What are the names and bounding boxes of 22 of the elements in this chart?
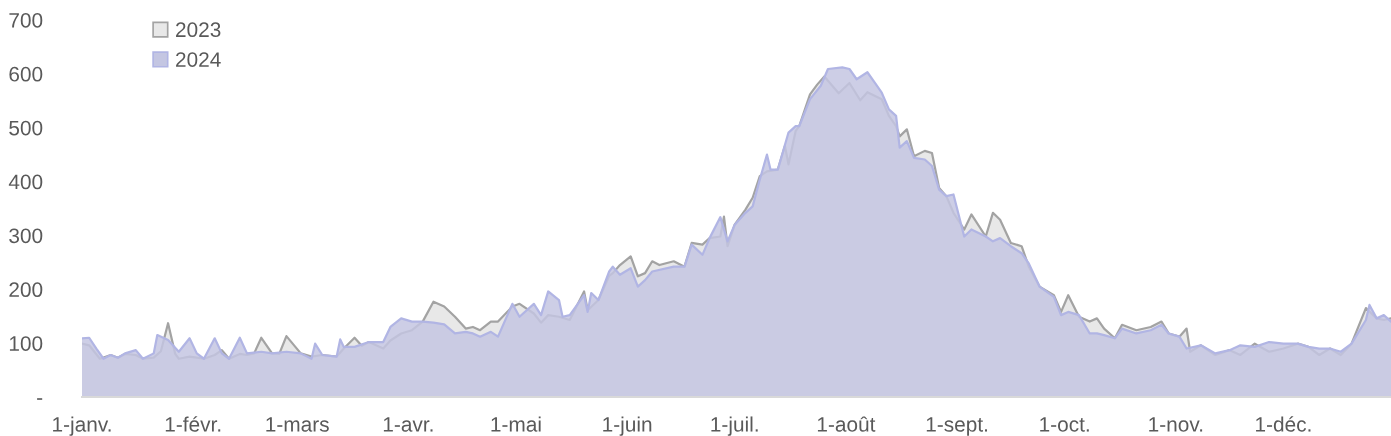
y-tick-label: 700 xyxy=(9,13,43,28)
x-tick-label: 1-juin xyxy=(603,416,652,436)
x-tick-label: 1-janv. xyxy=(53,416,111,436)
x-tick-label: 1-mars xyxy=(266,417,329,432)
y-tick-label: 100 xyxy=(9,336,43,351)
x-tick-label: 1-oct. xyxy=(1040,417,1089,432)
x-tick-label: 1-juil. xyxy=(711,416,758,436)
x-tick-label: 1-sept. xyxy=(926,417,987,436)
x-tick-label: 1-nov. xyxy=(1149,417,1203,432)
legend-label: 2023 xyxy=(176,22,221,38)
y-tick-label: 300 xyxy=(9,228,43,244)
x-tick-label: 1-déc. xyxy=(1256,416,1311,432)
x-tick-label: 1-févr. xyxy=(165,416,221,432)
y-tick-label: - xyxy=(37,398,43,400)
x-tick-label: 1-mai xyxy=(491,416,541,432)
y-tick-label: 200 xyxy=(9,282,43,298)
legend-label: 2024 xyxy=(176,52,221,67)
y-tick-label: 400 xyxy=(8,174,43,190)
x-tick-label: 1-août xyxy=(817,416,876,432)
x-tick-label: 1-avr. xyxy=(383,417,433,432)
y-tick-label: 600 xyxy=(9,66,43,82)
y-tick-label: 500 xyxy=(9,120,43,136)
